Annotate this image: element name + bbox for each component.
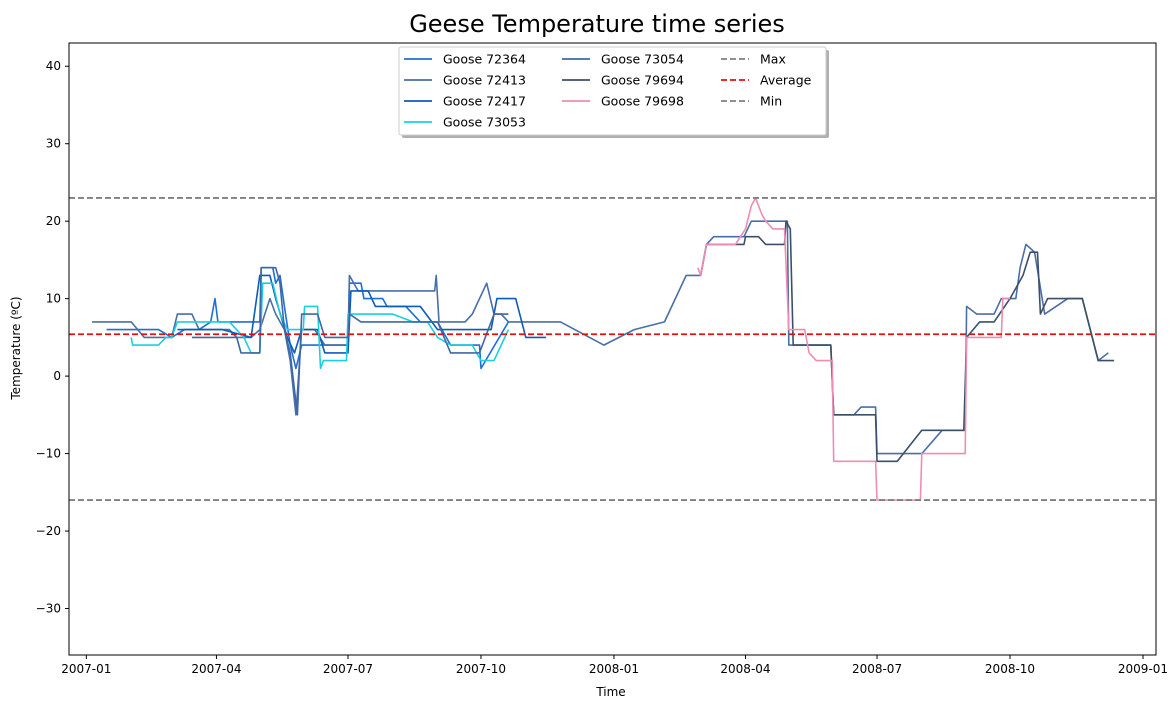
series-goose-72364-line [106, 266, 510, 370]
y-tick-label: 30 [46, 137, 61, 151]
x-tick-label: 2008-10 [985, 662, 1035, 676]
x-tick-label: 2008-01 [589, 662, 639, 676]
y-tick-label: 20 [46, 214, 61, 228]
y-tick-label: −10 [36, 447, 61, 461]
y-tick-label: 10 [46, 292, 61, 306]
x-tick-label: 2007-01 [61, 662, 111, 676]
legend-min-label: Min [760, 94, 782, 109]
y-axis-title: Temperature (ºC) [9, 296, 23, 400]
legend-max-label: Max [760, 52, 786, 67]
series-goose-72417-line [177, 274, 546, 354]
legend-goose-73053-label: Goose 73053 [443, 115, 526, 130]
series-goose-79698-line [697, 197, 1010, 501]
y-tick-label: −30 [36, 602, 61, 616]
x-axis-title: Time [595, 685, 625, 699]
legend-goose-73054-label: Goose 73054 [601, 52, 684, 67]
legend-goose-79698-label: Goose 79698 [601, 94, 684, 109]
chart-title: Geese Temperature time series [409, 10, 785, 38]
x-tick-label: 2009-01 [1118, 662, 1168, 676]
legend: Goose 72364 Goose 72413 Goose 72417 Goose 7… [398, 46, 829, 138]
legend-box [398, 46, 827, 136]
x-tick-label: 2007-10 [456, 662, 506, 676]
legend-goose-79694-label: Goose 79694 [601, 73, 684, 88]
legend-goose-72417-label: Goose 72417 [443, 94, 526, 109]
series-goose-79694-line [699, 220, 1115, 463]
plot-area: 2007-01 2007-04 2007-07 2007-10 2008-01 2008-… [36, 42, 1168, 676]
series-goose-73053-line [130, 282, 510, 370]
axes-frame [68, 42, 1157, 656]
series-goose-73054-line [191, 266, 509, 416]
x-tick-label: 2008-07 [852, 662, 902, 676]
legend-goose-72413-label: Goose 72413 [443, 73, 526, 88]
y-tick-label: 0 [53, 369, 61, 383]
series-group [69, 197, 1156, 501]
legend-average-label: Average [760, 73, 812, 88]
x-tick-label: 2007-04 [191, 662, 241, 676]
x-tick-label: 2008-04 [720, 662, 770, 676]
series-goose-72413-line [92, 220, 1109, 455]
y-tick-label: −20 [36, 524, 61, 538]
x-tick-label: 2007-07 [323, 662, 373, 676]
y-tick-label: 40 [46, 59, 61, 73]
legend-goose-72364-label: Goose 72364 [443, 52, 526, 67]
